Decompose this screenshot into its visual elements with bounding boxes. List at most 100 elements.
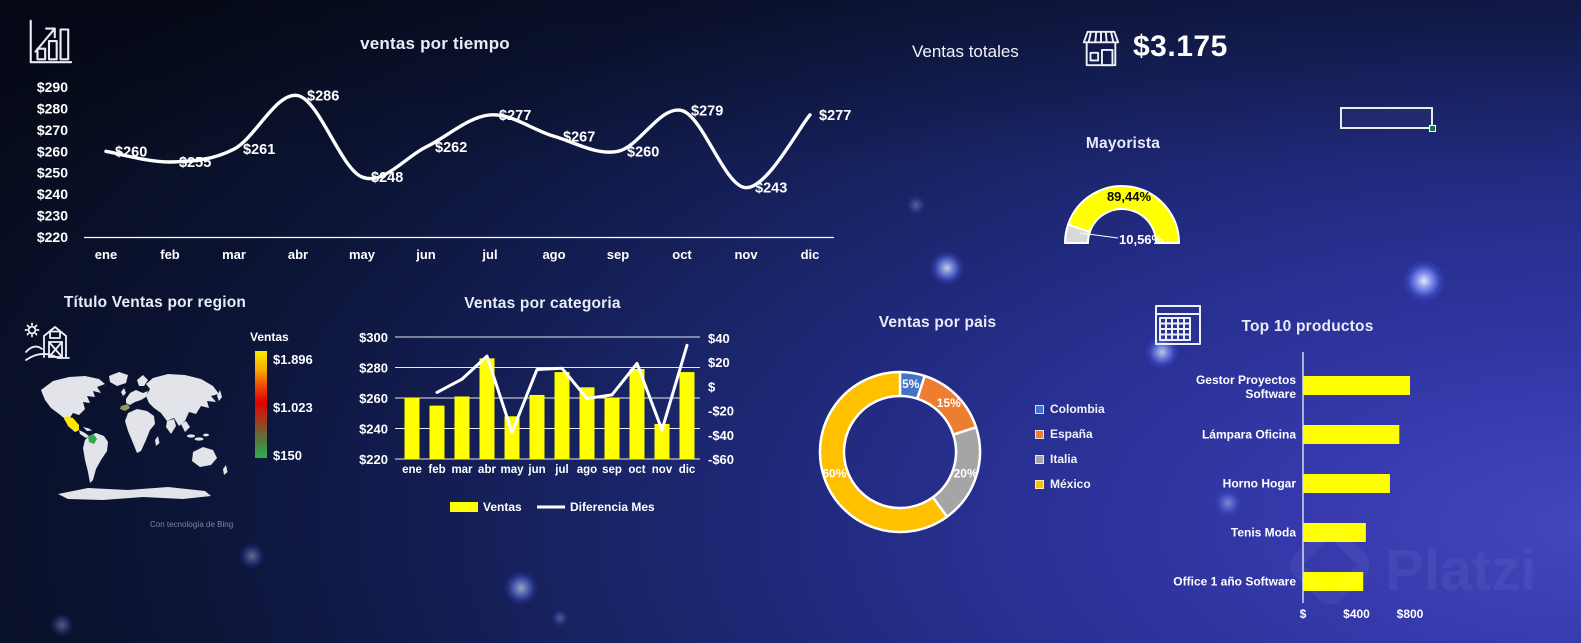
legend-label: España [1050,427,1093,441]
kpi-value: $3.175 [1133,30,1228,63]
gauge-chart-mayorista[interactable] [1058,182,1190,248]
chart-text: Software [1245,387,1296,401]
glow-dot [930,251,964,285]
chart-text: Diferencia Mes [570,500,655,514]
legend-swatch [1035,404,1044,414]
bar-jul [554,372,570,459]
chart-text: $280 [359,361,388,376]
chart-text: jul [481,247,497,262]
chart-text: $260 [627,144,659,160]
legend-label: Italia [1050,452,1078,466]
donut-chart-ventas-por-pais[interactable]: 5% 15% 20% 60% [810,360,1000,550]
chart-text: Office 1 año Software [1173,575,1296,589]
combo-chart-ventas-por-categoria[interactable]: $300 $280 $260 $240 $220 $40 $20 $ -$20 -$40 -$60 e… [350,290,762,532]
legend-swatch [1035,429,1044,439]
chart-text: ene [95,247,117,262]
chart-text: $270 [37,122,68,138]
chart-text: $220 [359,452,388,467]
barn-icon [24,322,70,361]
color-scale-title: Ventas [250,330,289,344]
chart-text: $300 [359,330,388,345]
chart-text: jul [554,464,568,476]
legend-item-México: México [1035,477,1105,491]
map-region-colombia [88,434,97,444]
bar-Tenis Moda [1303,523,1366,542]
chart-text: $400 [1343,607,1370,621]
chart-text: Horno Hogar [1223,477,1297,491]
store-icon [1082,30,1120,67]
chart-text: mar [222,247,246,262]
glow-dot [906,195,926,215]
donut-legend: Colombia España Italia México [1035,402,1105,502]
selected-cell[interactable] [1340,107,1436,132]
map-region-espana [120,404,130,411]
bar-mar [454,396,470,459]
scale-mid-label: $1.023 [273,400,313,415]
chart-text: abr [478,464,496,476]
chart-text: $255 [179,155,211,171]
gauge-primary-label: 89,44% [1106,189,1152,204]
gauge-secondary-label: 10,56% [1119,232,1164,247]
combo-chart-title: Ventas por categoria [464,295,621,312]
slice-México [818,370,949,534]
glow-dot [50,613,74,637]
bar-jun [529,394,545,459]
scale-max-label: $1.896 [273,352,313,367]
chart-text: $279 [691,104,723,120]
glow-dot [504,571,538,605]
chart-text: 60% [822,466,846,480]
world-map[interactable] [33,366,240,506]
bar-Lámpara Oficina [1303,425,1400,444]
chart-text: -$20 [708,404,734,419]
chart-text: $260 [359,391,388,406]
map-region-mexico [64,416,79,432]
chart-text: jun [415,247,436,262]
chart-text: sep [602,464,622,476]
chart-text: nov [652,464,673,476]
gauge-title: Mayorista [1085,135,1161,152]
watermark-text: Platzi [1385,538,1537,603]
legend-label: Colombia [1050,402,1105,416]
legend-swatch [1035,454,1044,464]
chart-text: $277 [819,108,851,124]
map-title: Título Ventas por region [63,294,247,311]
chart-text: $248 [371,170,403,186]
spreadsheet-icon [1155,305,1201,345]
top10-title: Top 10 productos [1241,318,1374,335]
chart-text: 5% [902,377,920,391]
chart-text: -$40 [708,428,734,443]
bar-Office 1 año Software [1303,572,1364,591]
legend-item-España: España [1035,427,1105,441]
chart-text: dic [679,464,696,476]
chart-text: dic [801,247,820,262]
chart-text: $262 [435,140,467,156]
chart-text: $230 [37,208,68,224]
bar-dic [679,372,695,459]
glow-dot [551,609,569,627]
chart-text: $290 [37,79,68,95]
kpi-label: Ventas totales [912,42,1019,61]
bar-nov [654,423,670,459]
bar-oct [629,369,645,459]
chart-text: -$60 [708,452,734,467]
bar-ago [579,387,595,459]
chart-text: ago [542,247,565,262]
gauge-segment [1067,185,1180,244]
selection-fill-handle[interactable] [1429,125,1436,132]
chart-text: jun [527,464,545,476]
bar-abr [479,358,495,459]
chart-text: $20 [708,355,730,370]
chart-text: Gestor Proyectos [1196,373,1296,387]
chart-text: $261 [243,142,275,158]
bing-attribution: Con tecnología de Bing [150,520,234,529]
glow-dot [1403,260,1445,302]
watermark: Platzi [1290,525,1537,605]
line-chart-ventas-por-tiempo[interactable]: $290 $280 $270 $260 $250 $240 $230 $220 ene feb ma… [0,0,880,280]
chart-text: 15% [937,396,961,410]
chart-text: $220 [37,229,68,245]
scale-min-label: $150 [273,448,302,463]
chart-text: $240 [37,186,68,202]
legend-item-Colombia: Colombia [1035,402,1105,416]
